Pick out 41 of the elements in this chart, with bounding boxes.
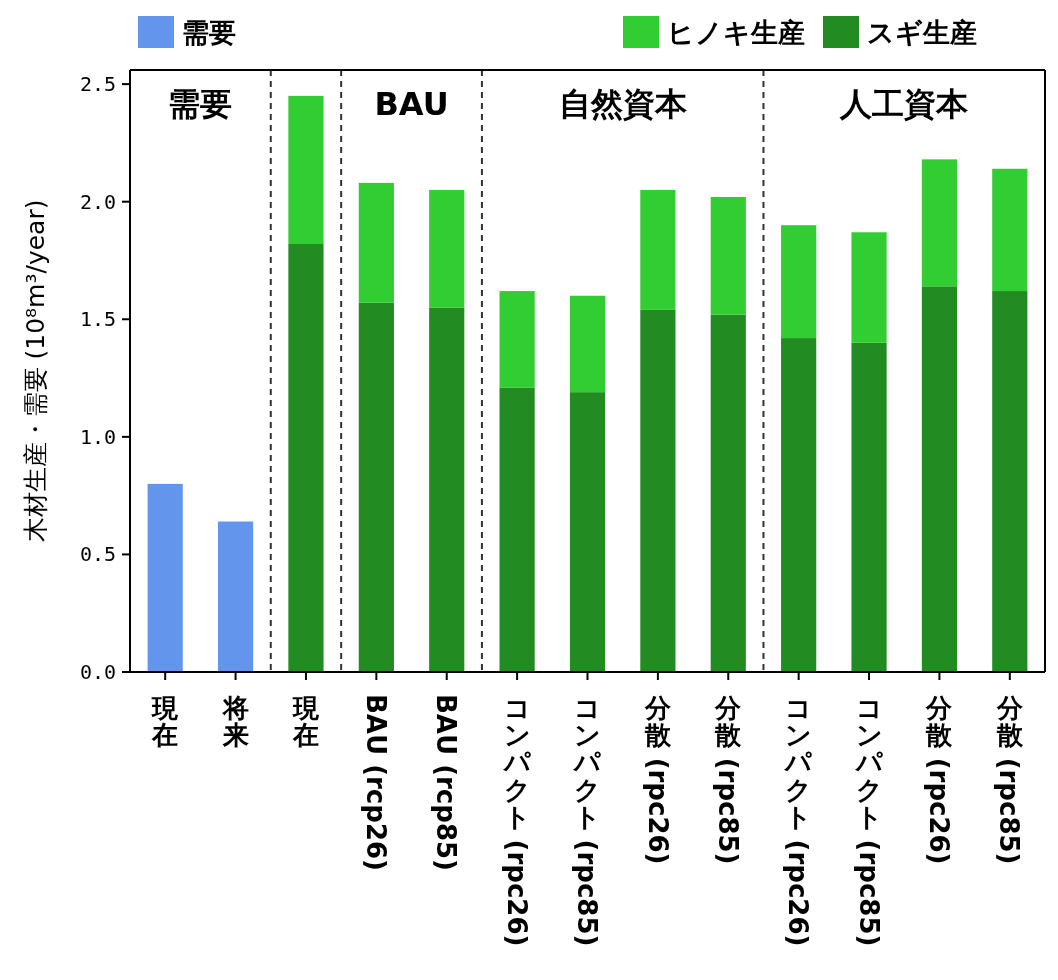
bar [358, 182, 394, 303]
bar [569, 392, 606, 672]
bar [358, 302, 394, 672]
bar [217, 521, 254, 672]
bar [429, 189, 465, 308]
bar [921, 286, 958, 672]
annotation: 人工資本 [839, 85, 970, 123]
bar [921, 159, 958, 287]
bar [499, 387, 535, 672]
bar [992, 168, 1028, 292]
bar [710, 314, 746, 672]
y-tick-label: 1.0 [79, 424, 116, 449]
x-tick-label: 現在 [291, 692, 320, 751]
bar [288, 95, 324, 245]
y-tick-label: 2.0 [79, 189, 116, 214]
bar [781, 225, 817, 339]
bar [640, 189, 676, 310]
x-tick-label: 現在 [151, 692, 180, 751]
legend-label: スギ生産 [867, 17, 977, 48]
y-tick-label: 1.5 [79, 307, 116, 332]
legend-label: ヒノキ生産 [667, 17, 805, 48]
bar [640, 309, 676, 672]
x-tick-label: 将来 [220, 692, 249, 751]
y-axis-title: 木材生産・需要 (10⁸m³/year) [21, 199, 50, 543]
bar [781, 338, 817, 672]
legend-label: 需要 [182, 17, 236, 48]
annotation: 需要 [168, 85, 233, 123]
y-tick-label: 2.5 [79, 72, 116, 97]
y-tick-label: 0.5 [79, 542, 116, 567]
bar [851, 232, 887, 343]
bar [710, 196, 746, 315]
bar [992, 291, 1028, 672]
bar [147, 483, 183, 672]
bar [569, 295, 606, 393]
bar [499, 291, 535, 388]
bar [851, 342, 887, 672]
bar [429, 307, 465, 672]
bar [288, 244, 324, 672]
y-tick-label: 0.0 [79, 660, 116, 684]
annotation: BAU [374, 85, 449, 123]
annotation: 自然資本 [558, 85, 688, 123]
